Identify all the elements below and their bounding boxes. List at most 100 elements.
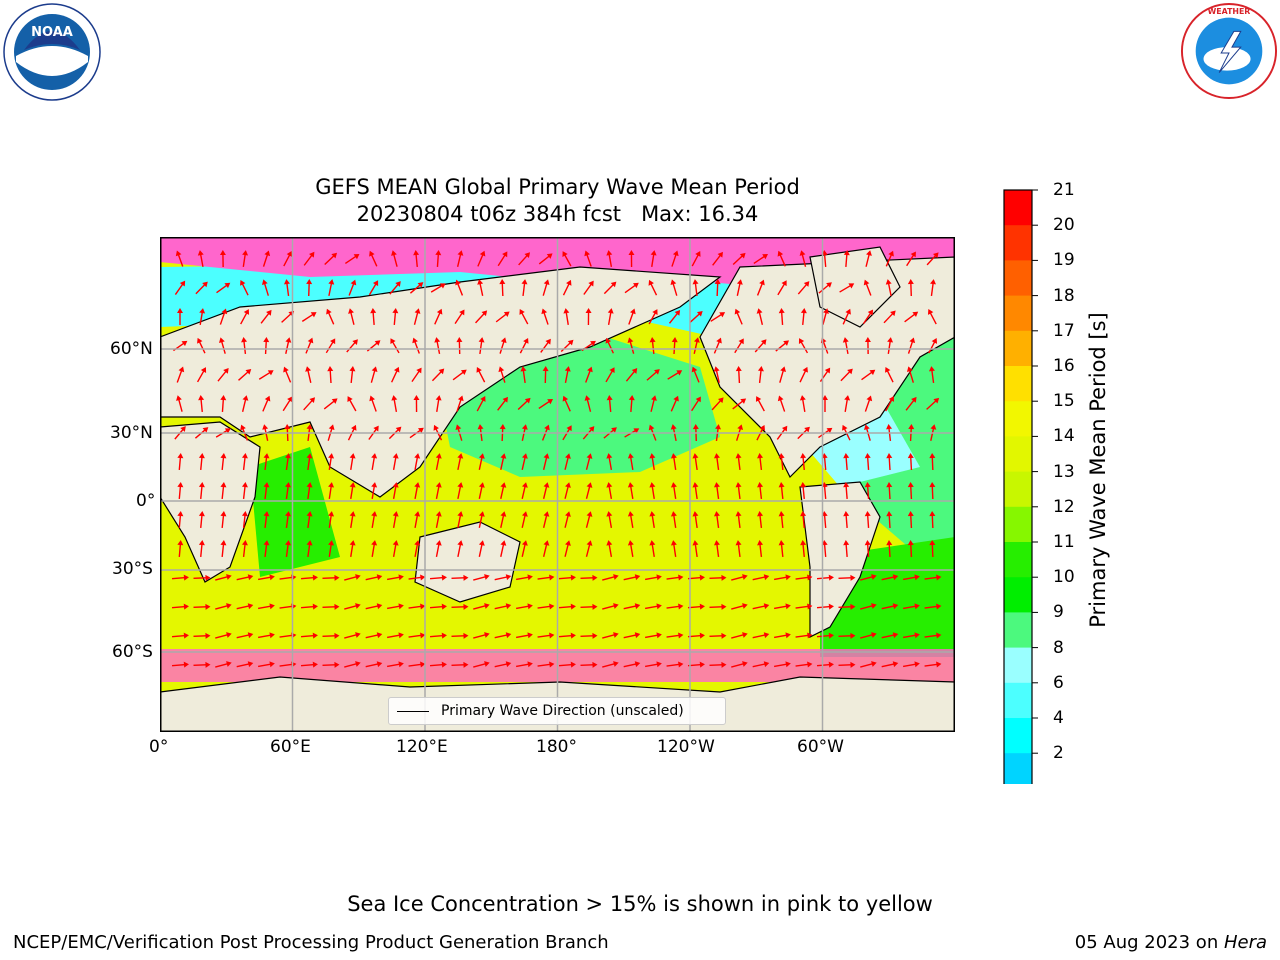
wave-arrow: [236, 661, 254, 668]
wave-arrow: [668, 309, 681, 324]
wave-arrow: [301, 312, 317, 322]
colorbar-label: Primary Wave Mean Period [s]: [1086, 312, 1110, 628]
wave-arrow: [498, 366, 506, 383]
wave-arrow: [537, 574, 555, 581]
wave-arrow: [623, 603, 641, 610]
wave-arrow: [670, 511, 677, 529]
wave-arrow: [628, 250, 635, 268]
colorbar-tick-label: 4: [1053, 708, 1064, 728]
wave-arrow: [429, 603, 447, 610]
wave-arrow: [754, 339, 767, 353]
wave-arrow: [605, 367, 615, 383]
wave-arrow: [753, 254, 769, 264]
wave-arrow: [413, 395, 420, 413]
wave-arrow: [558, 603, 576, 610]
wave-arrow: [842, 308, 851, 325]
wave-arrow: [434, 337, 441, 354]
wave-arrow: [838, 574, 856, 581]
colorbar-segment: [1004, 330, 1032, 367]
wave-arrow: [371, 482, 378, 500]
wave-arrow: [625, 368, 638, 382]
wave-arrow: [456, 337, 463, 355]
wave-arrow: [644, 603, 662, 610]
colorbar-segment: [1004, 260, 1032, 297]
colorbar-segment: [1004, 401, 1032, 437]
wave-period-map: [160, 237, 955, 732]
y-tick-1: 30°N: [110, 423, 153, 443]
wave-arrow: [303, 251, 315, 266]
wave-arrow: [628, 395, 635, 413]
wave-arrow: [263, 453, 270, 471]
wave-arrow: [390, 366, 400, 383]
wave-arrow: [929, 366, 935, 384]
wave-arrow: [306, 482, 313, 500]
chart-title-line1: GEFS MEAN Global Primary Wave Mean Perio…: [315, 175, 800, 199]
wave-arrow: [435, 511, 442, 528]
wave-arrow: [285, 337, 292, 354]
wave-arrow: [371, 453, 378, 471]
colorbar-tick-label: 13: [1053, 461, 1075, 482]
x-tick-4: 120°W: [657, 737, 715, 757]
wave-arrow: [409, 282, 424, 294]
wave-arrow: [755, 396, 765, 412]
wave-arrow: [777, 395, 786, 412]
wave-arrow: [752, 574, 770, 581]
wave-arrow: [390, 338, 400, 354]
wave-arrow: [887, 337, 894, 355]
wave-arrow: [886, 482, 893, 500]
wave-arrow: [322, 574, 340, 581]
wave-arrow: [429, 632, 447, 639]
wave-arrow: [478, 453, 485, 470]
wave-arrow: [177, 482, 184, 500]
wave-arrow: [929, 540, 936, 558]
wave-arrow: [666, 661, 684, 668]
wave-arrow: [500, 453, 507, 470]
wave-arrow: [881, 574, 899, 581]
wave-arrow: [408, 661, 426, 668]
wave-arrow: [537, 661, 555, 668]
wave-arrow: [714, 279, 721, 297]
wave-arrow: [734, 338, 744, 354]
wave-arrow: [907, 337, 916, 354]
wave-arrow: [365, 603, 383, 610]
wave-arrow: [215, 574, 232, 581]
wave-arrow: [494, 603, 512, 610]
wave-arrow: [457, 511, 464, 528]
wave-arrow: [193, 632, 211, 639]
wave-arrow: [371, 540, 378, 558]
wave-arrow: [692, 482, 699, 500]
wave-arrow: [649, 453, 656, 471]
wave-arrow: [475, 310, 488, 324]
colorbar-segment: [1004, 647, 1032, 684]
wave-arrow: [670, 540, 677, 558]
wave-arrow: [519, 309, 529, 325]
wave-arrow: [392, 308, 399, 326]
wave-arrow: [495, 311, 510, 323]
wave-arrow: [692, 279, 699, 297]
wave-arrow: [777, 250, 786, 267]
wave-arrow: [241, 482, 248, 500]
wave-arrow: [241, 540, 248, 558]
wave-arrow: [452, 369, 467, 381]
wave-arrow: [692, 511, 699, 529]
wave-arrow: [220, 453, 227, 471]
wave-arrow: [736, 279, 743, 296]
wave-arrow: [562, 279, 572, 296]
wave-arrow: [198, 482, 205, 500]
colorbar-tick-label: 10: [1053, 567, 1075, 588]
wave-arrow: [562, 395, 571, 412]
wave-arrow: [778, 511, 785, 529]
wave-arrow: [369, 395, 377, 412]
wave-arrow: [541, 308, 549, 325]
wave-arrow: [757, 540, 764, 558]
wave-arrow: [542, 540, 550, 557]
wave-arrow: [386, 603, 404, 610]
wave-arrow: [349, 453, 356, 471]
wave-arrow: [429, 661, 447, 668]
wave-arrow: [560, 339, 574, 353]
wave-arrow: [558, 661, 576, 668]
wave-arrow: [260, 309, 272, 324]
wave-arrow: [451, 574, 469, 581]
wave-arrow: [477, 279, 484, 296]
wave-arrow: [584, 395, 592, 412]
